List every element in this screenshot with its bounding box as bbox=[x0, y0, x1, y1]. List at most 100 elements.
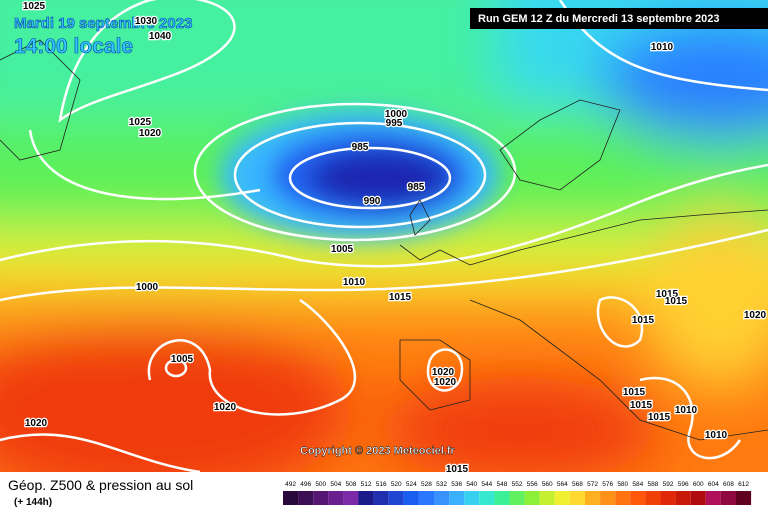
isobar-label: 1010 bbox=[675, 405, 698, 416]
scale-label: 520 bbox=[391, 481, 402, 488]
isobar-label: 1020 bbox=[434, 377, 457, 388]
scale-label: 528 bbox=[421, 481, 432, 488]
scale-label: 496 bbox=[300, 481, 311, 488]
isobar-label: 1015 bbox=[665, 296, 688, 307]
scale-label: 608 bbox=[723, 481, 734, 488]
isobar-label: 1040 bbox=[149, 31, 172, 42]
scale-swatch bbox=[509, 491, 525, 505]
scale-swatch bbox=[720, 491, 736, 505]
isobar-label: 995 bbox=[386, 118, 403, 129]
scale-label: 564 bbox=[557, 481, 568, 488]
scale-label: 524 bbox=[406, 481, 417, 488]
isobar-label: 1015 bbox=[623, 387, 646, 398]
isobar-label: 1015 bbox=[632, 315, 655, 326]
date: Mardi 19 septembre 2023 bbox=[14, 15, 192, 32]
isobar-label: 1020 bbox=[139, 128, 162, 139]
run-box bbox=[470, 8, 768, 29]
isobar-label: 1020 bbox=[214, 402, 237, 413]
scale-swatch bbox=[554, 491, 570, 505]
scale-label: 612 bbox=[738, 481, 749, 488]
scale-swatch bbox=[464, 491, 480, 505]
scale-label: 548 bbox=[497, 481, 508, 488]
isobar-label: 985 bbox=[408, 182, 425, 193]
scale-swatch bbox=[434, 491, 450, 505]
scale-swatch bbox=[283, 491, 299, 505]
scale-swatch bbox=[343, 491, 359, 505]
scale-label: 580 bbox=[617, 481, 628, 488]
legend-title: Géop. Z500 & pression au sol bbox=[8, 477, 193, 493]
scale-label: 516 bbox=[376, 481, 387, 488]
scale-label: 556 bbox=[527, 481, 538, 488]
isobar-label: 1025 bbox=[23, 1, 46, 12]
scale-label: 568 bbox=[572, 481, 583, 488]
scale-label: 540 bbox=[466, 481, 477, 488]
scale-swatch bbox=[494, 491, 510, 505]
scale-swatch bbox=[524, 491, 540, 505]
scale-swatch bbox=[373, 491, 389, 505]
legend-subtitle: (+ 144h) bbox=[14, 497, 52, 508]
scale-swatch bbox=[539, 491, 555, 505]
isobar-label: 1020 bbox=[744, 310, 767, 321]
isobar-label: 1030 bbox=[135, 16, 158, 27]
scale-swatch bbox=[705, 491, 721, 505]
isobar-label: 1000 bbox=[136, 282, 159, 293]
isobar-label: 1010 bbox=[705, 430, 728, 441]
scale-swatch bbox=[600, 491, 616, 505]
isobar-label: 1005 bbox=[331, 244, 354, 255]
scale-label: 600 bbox=[693, 481, 704, 488]
field bbox=[0, 0, 768, 472]
scale-swatch bbox=[675, 491, 691, 505]
scale-swatch bbox=[418, 491, 434, 505]
scale-label: 500 bbox=[315, 481, 326, 488]
isobar-label: 1025 bbox=[129, 117, 152, 128]
copyright: Copyright © 2023 Meteociel.fr bbox=[300, 445, 456, 457]
scale-swatch bbox=[660, 491, 676, 505]
isobar-label: 1020 bbox=[432, 367, 455, 378]
scale-swatch bbox=[615, 491, 631, 505]
scale-swatch bbox=[690, 491, 706, 505]
scale-label: 512 bbox=[361, 481, 372, 488]
color-scale: 492 496 500 504 508 512 516 520 524 528 532 536 540 5… bbox=[283, 481, 752, 505]
isobar-label: 1000 bbox=[385, 109, 408, 120]
isobars bbox=[0, 0, 768, 472]
scale-swatch bbox=[630, 491, 646, 505]
isobar-label: 985 bbox=[352, 142, 369, 153]
scale-label: 544 bbox=[481, 481, 492, 488]
scale-swatch bbox=[358, 491, 374, 505]
scale-swatch bbox=[479, 491, 495, 505]
scale-label: 504 bbox=[330, 481, 341, 488]
scale-swatch bbox=[449, 491, 465, 505]
scale-swatch bbox=[298, 491, 314, 505]
scale-swatch bbox=[585, 491, 601, 505]
scale-swatch bbox=[313, 491, 329, 505]
scale-label: 536 bbox=[451, 481, 462, 488]
isobar-label: 1010 bbox=[343, 277, 366, 288]
scale-label: 552 bbox=[512, 481, 523, 488]
scale-swatch bbox=[388, 491, 404, 505]
isobar-label: 1015 bbox=[656, 289, 679, 300]
isobar-label: 1015 bbox=[389, 292, 412, 303]
run-info: Run GEM 12 Z du Mercredi 13 septembre 20… bbox=[478, 13, 719, 25]
scale-label: 572 bbox=[587, 481, 598, 488]
time: 14:00 locale bbox=[14, 35, 133, 58]
isobar-label: 990 bbox=[364, 196, 381, 207]
scale-label: 604 bbox=[708, 481, 719, 488]
isobar-label: 1015 bbox=[630, 400, 653, 411]
coastlines bbox=[0, 39, 768, 441]
scale-swatch bbox=[736, 491, 752, 505]
scale-label: 576 bbox=[602, 481, 613, 488]
scale-label: 584 bbox=[632, 481, 643, 488]
isobar-label: 1010 bbox=[651, 42, 674, 53]
scale-label: 560 bbox=[542, 481, 553, 488]
isobar-label: 1005 bbox=[171, 354, 194, 365]
scale-label: 532 bbox=[436, 481, 447, 488]
scale-swatch bbox=[645, 491, 661, 505]
scale-swatch bbox=[328, 491, 344, 505]
scale-swatch bbox=[569, 491, 585, 505]
scale-label: 596 bbox=[678, 481, 689, 488]
scale-label: 588 bbox=[648, 481, 659, 488]
isobar-labels: 1025103010401025102010009959859859901005… bbox=[22, 0, 768, 476]
scale-swatch bbox=[403, 491, 419, 505]
isobar-label: 1020 bbox=[25, 418, 48, 429]
